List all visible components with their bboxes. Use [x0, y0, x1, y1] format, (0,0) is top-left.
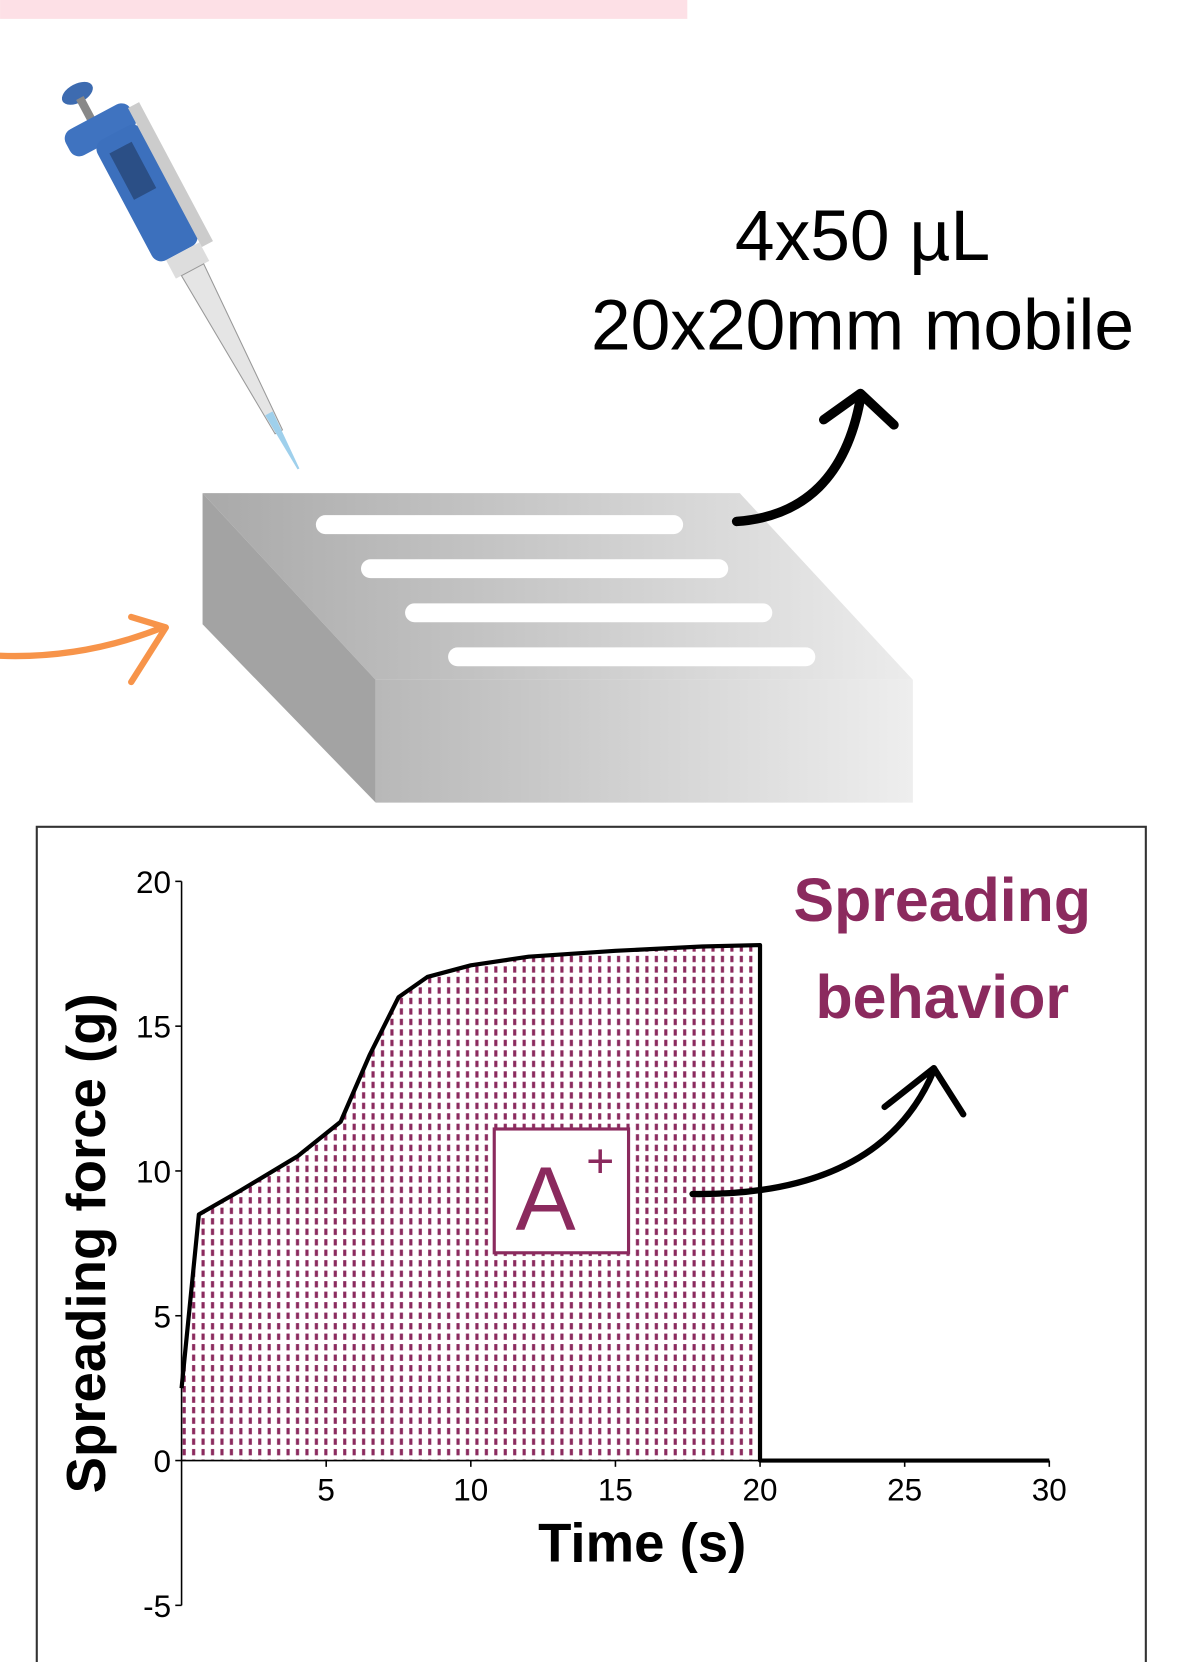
y-tick-label: 10 — [136, 1154, 171, 1189]
line — [179, 942, 1050, 1463]
y-tick-label: 5 — [154, 1299, 172, 1334]
x-axis-label: Time (s) — [538, 1512, 746, 1573]
pipette — [61, 81, 300, 470]
y-axis-label: Spreading force (g) — [56, 993, 117, 1493]
x-tick-label: 10 — [453, 1472, 488, 1507]
x-tick-label: 30 — [1032, 1472, 1067, 1507]
x-tick-label: 20 — [743, 1472, 778, 1507]
y-tick-label: 0 — [154, 1444, 172, 1479]
area-label-sup: + — [586, 1134, 614, 1188]
orange-arrow — [0, 613, 169, 686]
y-tick-label: -5 — [143, 1589, 171, 1624]
x-tick-label: 5 — [317, 1472, 335, 1507]
chart-frame — [35, 825, 1147, 1662]
arrow — [731, 388, 899, 527]
header-line: 4x50 µL — [735, 196, 990, 276]
x-tick-label: 15 — [598, 1472, 633, 1507]
area-label: A — [516, 1149, 576, 1250]
plate — [202, 493, 913, 803]
area-label-box — [492, 1127, 631, 1255]
header-line: 20x20mm mobile — [591, 285, 1134, 365]
y-tick-label: 15 — [136, 1010, 171, 1045]
arrow — [689, 1064, 967, 1198]
annotation: Spreading — [794, 866, 1092, 934]
annotation: behavior — [815, 963, 1069, 1031]
y-tick-label: 20 — [136, 865, 171, 900]
x-tick-label: 25 — [887, 1472, 922, 1507]
banner — [0, 0, 688, 19]
